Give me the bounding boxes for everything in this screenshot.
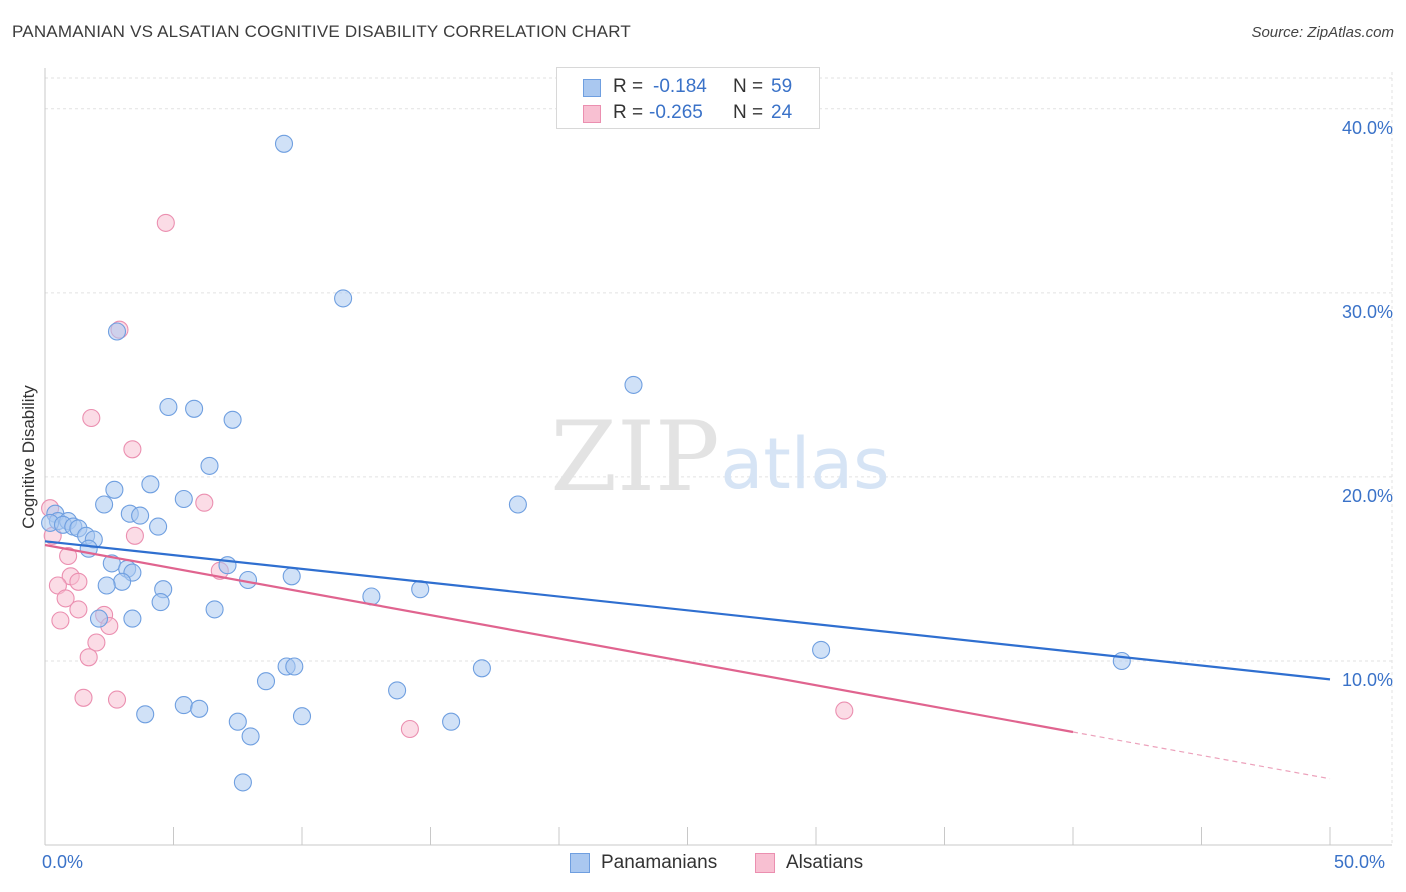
alsatian-point <box>87 633 106 652</box>
panamanian-point <box>274 134 294 153</box>
panamanian-point <box>107 322 127 341</box>
panamanian-point <box>442 712 461 731</box>
alsatian-point <box>69 572 88 591</box>
r-value: -0.184 <box>653 76 707 97</box>
n-label: N = <box>733 102 764 123</box>
panamanian-point <box>812 640 831 659</box>
chart-title: PANAMANIAN VS ALSATIAN COGNITIVE DISABIL… <box>12 22 631 41</box>
panamanian-point <box>241 727 260 746</box>
alsatian-point <box>400 719 419 739</box>
panamanian-point <box>151 593 170 612</box>
panamanian-point <box>334 289 353 308</box>
x-axis-min-label: 0.0% <box>42 852 84 872</box>
alsatian-point <box>107 690 127 709</box>
alsatian-point <box>156 213 175 232</box>
alsatian-point <box>74 688 93 707</box>
panamanian-point <box>200 456 219 475</box>
alsatians-trend-extension <box>1072 731 1331 780</box>
y-tick-label: 10.0% <box>1342 670 1393 690</box>
panamanian-point <box>113 572 132 591</box>
n-value: 24 <box>771 102 793 123</box>
r-label: R = <box>613 76 644 97</box>
y-tick-labels: 10.0% 20.0% 30.0% 40.0% <box>1342 118 1393 690</box>
n-value: 59 <box>771 76 793 97</box>
panamanian-point <box>285 657 304 676</box>
alsatian-point <box>125 526 144 545</box>
alsatians-trend-line <box>44 543 1074 734</box>
panamanian-point <box>1112 651 1131 671</box>
r-label: R = <box>613 102 644 123</box>
watermark: ZIP atlas <box>550 401 889 513</box>
panamanians-trend-line <box>44 540 1331 681</box>
watermark-zip: ZIP <box>550 401 719 513</box>
y-tick-label: 20.0% <box>1342 486 1393 506</box>
alsatian-point <box>69 600 88 619</box>
panamanian-point <box>131 506 150 525</box>
legend-swatch-pink <box>583 105 601 123</box>
n-label: N = <box>733 76 764 97</box>
panamanian-point <box>205 600 224 619</box>
alsatian-point <box>56 589 75 608</box>
alsatian-point <box>123 440 142 459</box>
panamanian-point <box>282 567 301 586</box>
y-tick-label: 40.0% <box>1342 118 1393 138</box>
x-axis-max-label: 50.0% <box>1334 852 1386 872</box>
alsatian-point <box>59 546 78 566</box>
panamanian-point <box>190 699 209 718</box>
r-value: -0.265 <box>649 102 703 123</box>
y-tick-label: 30.0% <box>1342 302 1393 322</box>
panamanian-point <box>624 375 643 394</box>
panamanian-point <box>223 410 242 429</box>
panamanian-point <box>123 609 142 628</box>
alsatian-point <box>835 701 854 720</box>
correlation-legend: R = -0.184 N = 59 R = -0.265 N = 24 <box>556 67 820 129</box>
legend-swatch-pink <box>755 853 775 873</box>
legend-label: Alsatians <box>786 852 864 873</box>
alsatian-point <box>195 493 214 512</box>
panamanian-point <box>141 475 160 494</box>
panamanian-point <box>233 773 252 792</box>
panamanian-point <box>174 696 193 715</box>
panamanian-point <box>472 659 491 678</box>
panamanian-point <box>149 517 168 536</box>
panamanian-point <box>89 609 109 628</box>
legend-label: Panamanians <box>601 852 718 873</box>
y-axis-label: Cognitive Disability <box>19 385 38 529</box>
panamanians-points <box>41 134 1131 792</box>
panamanian-point <box>292 707 312 726</box>
series-legend: Panamanians Alsatians <box>0 850 1406 880</box>
axes <box>44 68 1392 846</box>
trend-lines <box>44 540 1331 780</box>
alsatian-point <box>79 648 98 667</box>
watermark-atlas: atlas <box>720 423 889 505</box>
panamanian-point <box>159 397 178 417</box>
panamanian-point <box>228 712 247 731</box>
panamanian-point <box>388 681 407 700</box>
alsatian-point <box>51 611 70 630</box>
legend-swatch-blue <box>570 853 590 873</box>
legend-swatch-blue <box>583 79 601 97</box>
panamanian-point <box>185 399 204 418</box>
panamanian-point <box>97 576 116 595</box>
panamanian-point <box>174 489 193 509</box>
panamanian-point <box>95 495 114 514</box>
source-credit: Source: ZipAtlas.com <box>1251 24 1394 41</box>
alsatian-point <box>82 408 101 428</box>
panamanian-point <box>105 480 124 499</box>
panamanian-point <box>136 705 155 724</box>
panamanian-point <box>256 672 276 691</box>
panamanian-point <box>508 495 527 514</box>
